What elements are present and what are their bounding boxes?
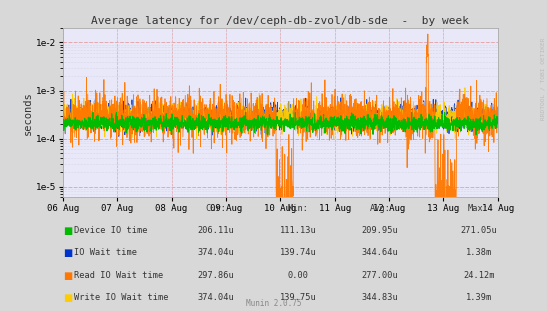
Text: 139.75u: 139.75u — [280, 293, 317, 302]
Text: Munin 2.0.75: Munin 2.0.75 — [246, 299, 301, 308]
Text: 374.04u: 374.04u — [197, 293, 235, 302]
Text: 1.38m: 1.38m — [465, 248, 492, 258]
Text: 24.12m: 24.12m — [463, 271, 494, 280]
Text: Cur:: Cur: — [206, 204, 226, 213]
Text: Write IO Wait time: Write IO Wait time — [74, 293, 168, 302]
Text: Min:: Min: — [288, 204, 309, 213]
Text: ■: ■ — [63, 248, 72, 258]
Text: Device IO time: Device IO time — [74, 226, 147, 235]
Title: Average latency for /dev/ceph-db-zvol/db-sde  -  by week: Average latency for /dev/ceph-db-zvol/db… — [91, 16, 469, 26]
Text: 374.04u: 374.04u — [197, 248, 235, 258]
Text: 271.05u: 271.05u — [460, 226, 497, 235]
Text: 206.11u: 206.11u — [197, 226, 235, 235]
Y-axis label: seconds: seconds — [23, 91, 33, 135]
Text: 297.86u: 297.86u — [197, 271, 235, 280]
Text: ■: ■ — [63, 293, 72, 303]
Text: ■: ■ — [63, 271, 72, 281]
Text: 111.13u: 111.13u — [280, 226, 317, 235]
Text: 344.83u: 344.83u — [362, 293, 399, 302]
Text: 277.00u: 277.00u — [362, 271, 399, 280]
Text: ■: ■ — [63, 226, 72, 236]
Text: 1.39m: 1.39m — [465, 293, 492, 302]
Text: Max:: Max: — [468, 204, 489, 213]
Text: IO Wait time: IO Wait time — [74, 248, 137, 258]
Text: 209.95u: 209.95u — [362, 226, 399, 235]
Text: Read IO Wait time: Read IO Wait time — [74, 271, 163, 280]
Text: 139.74u: 139.74u — [280, 248, 317, 258]
Text: 344.64u: 344.64u — [362, 248, 399, 258]
Text: Avg:: Avg: — [370, 204, 391, 213]
Text: 0.00: 0.00 — [288, 271, 309, 280]
Text: RRDTOOL / TOBI OETIKER: RRDTOOL / TOBI OETIKER — [541, 37, 546, 120]
